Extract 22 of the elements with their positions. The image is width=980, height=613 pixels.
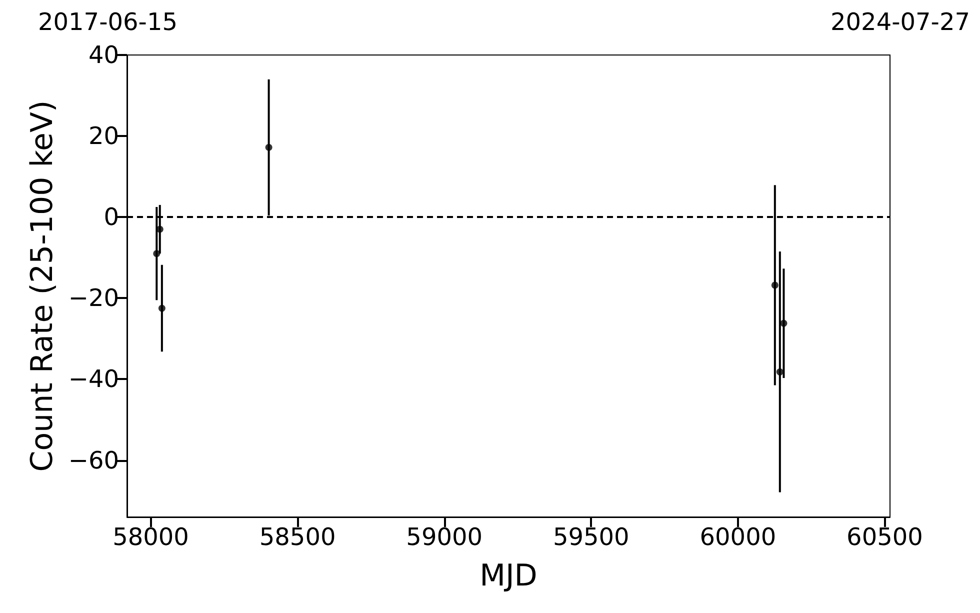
y-tick-label: −40 [68, 365, 119, 394]
x-tick-label: 58000 [112, 523, 189, 551]
y-tick-label: 40 [88, 41, 119, 69]
y-tick-label: 20 [88, 122, 119, 150]
point [265, 144, 272, 151]
y-axis-title: Count Rate (25-100 keV) [24, 100, 60, 472]
y-tick-label: 0 [104, 203, 119, 232]
x-tick-label: 60500 [846, 523, 923, 551]
point [771, 282, 778, 289]
text: 2017-06-15 [38, 8, 178, 36]
x-tick-label: 59500 [552, 523, 630, 551]
x-tick-label: 58500 [259, 523, 336, 551]
point [153, 250, 160, 258]
point [158, 304, 166, 312]
text: 2024-07-27 [830, 8, 970, 36]
y-tick-label: −20 [68, 284, 119, 312]
x-tick-label: 60000 [700, 523, 776, 551]
x-axis-title: MJD [480, 558, 538, 594]
y-tick-label: −60 [68, 446, 119, 474]
x-tick-label: 59000 [406, 523, 483, 551]
point [780, 320, 788, 327]
point [776, 368, 784, 376]
